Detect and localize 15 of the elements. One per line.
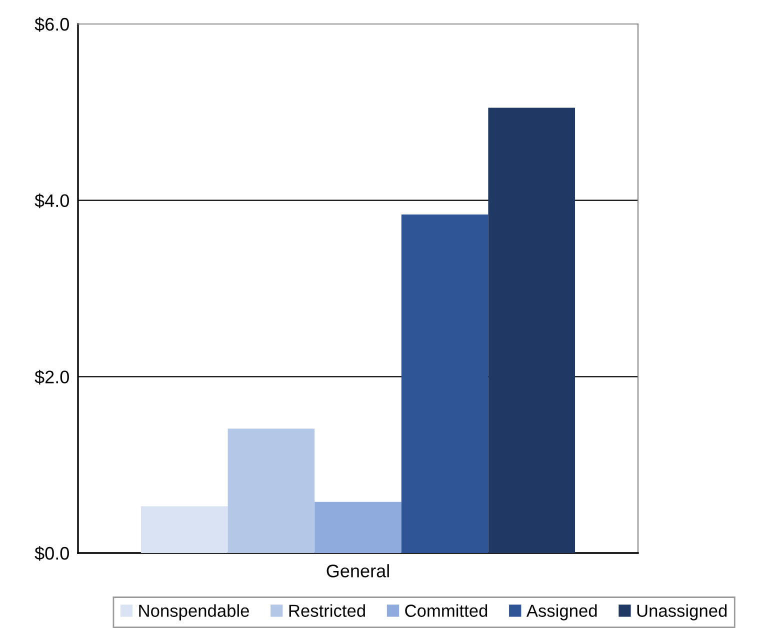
legend-label: Committed — [405, 604, 488, 617]
y-tick-label: $0.0 — [34, 546, 69, 561]
bar — [141, 506, 228, 553]
y-tick-label: $4.0 — [34, 194, 69, 208]
legend-label: Nonspendable — [139, 604, 249, 620]
legend-label: Unassigned — [637, 604, 727, 620]
legend-label: Assigned — [526, 604, 597, 620]
legend-label: Restricted — [289, 604, 365, 617]
x-tick-label: General — [326, 564, 389, 578]
bar — [314, 502, 402, 553]
y-tick-label: $2.0 — [34, 370, 69, 384]
bar — [228, 428, 315, 553]
bar — [401, 214, 488, 553]
bar — [488, 108, 575, 553]
y-tick-label: $6.0 — [34, 17, 69, 32]
